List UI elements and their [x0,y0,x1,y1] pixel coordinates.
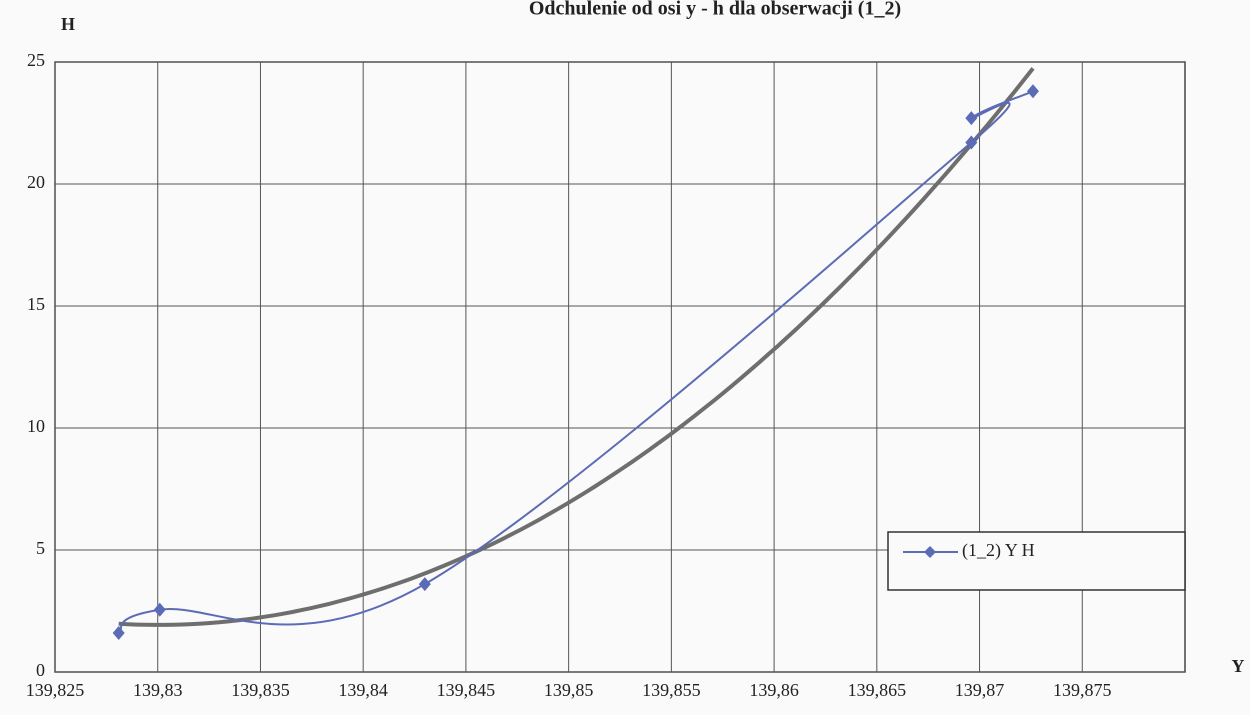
x-tick-label: 139,825 [26,680,85,700]
data-point [112,625,125,640]
y-tick-label: 20 [27,172,45,192]
x-tick-label: 139,865 [848,680,907,700]
chart-title: Odchulenie od osi y - h dla obserwacji (… [529,0,901,20]
y-tick-label: 0 [36,660,45,680]
data-point [418,577,431,592]
y-tick-label: 5 [36,538,45,558]
y-axis-label: H [61,14,75,34]
y-tick-label: 15 [27,294,45,314]
data-point [965,135,978,150]
x-tick-label: 139,84 [338,680,388,700]
x-tick-label: 139,85 [544,680,594,700]
x-tick-label: 139,845 [437,680,496,700]
x-tick-label: 139,86 [749,680,799,700]
x-axis-label: Y [1232,656,1245,676]
data-point [965,111,978,126]
legend-box [887,531,1186,591]
x-tick-label: 139,87 [955,680,1005,700]
x-tick-label: 139,83 [133,680,183,700]
data-point [1026,84,1039,99]
data-point [153,602,166,617]
x-tick-label: 139,835 [231,680,290,700]
y-tick-label: 25 [27,50,45,70]
x-tick-label: 139,855 [642,680,701,700]
legend-marker [924,546,936,558]
x-tick-label: 139,875 [1053,680,1112,700]
trendline [118,67,1035,627]
legend-label: (1_2) Y H [962,540,1035,561]
y-tick-label: 10 [27,416,45,436]
